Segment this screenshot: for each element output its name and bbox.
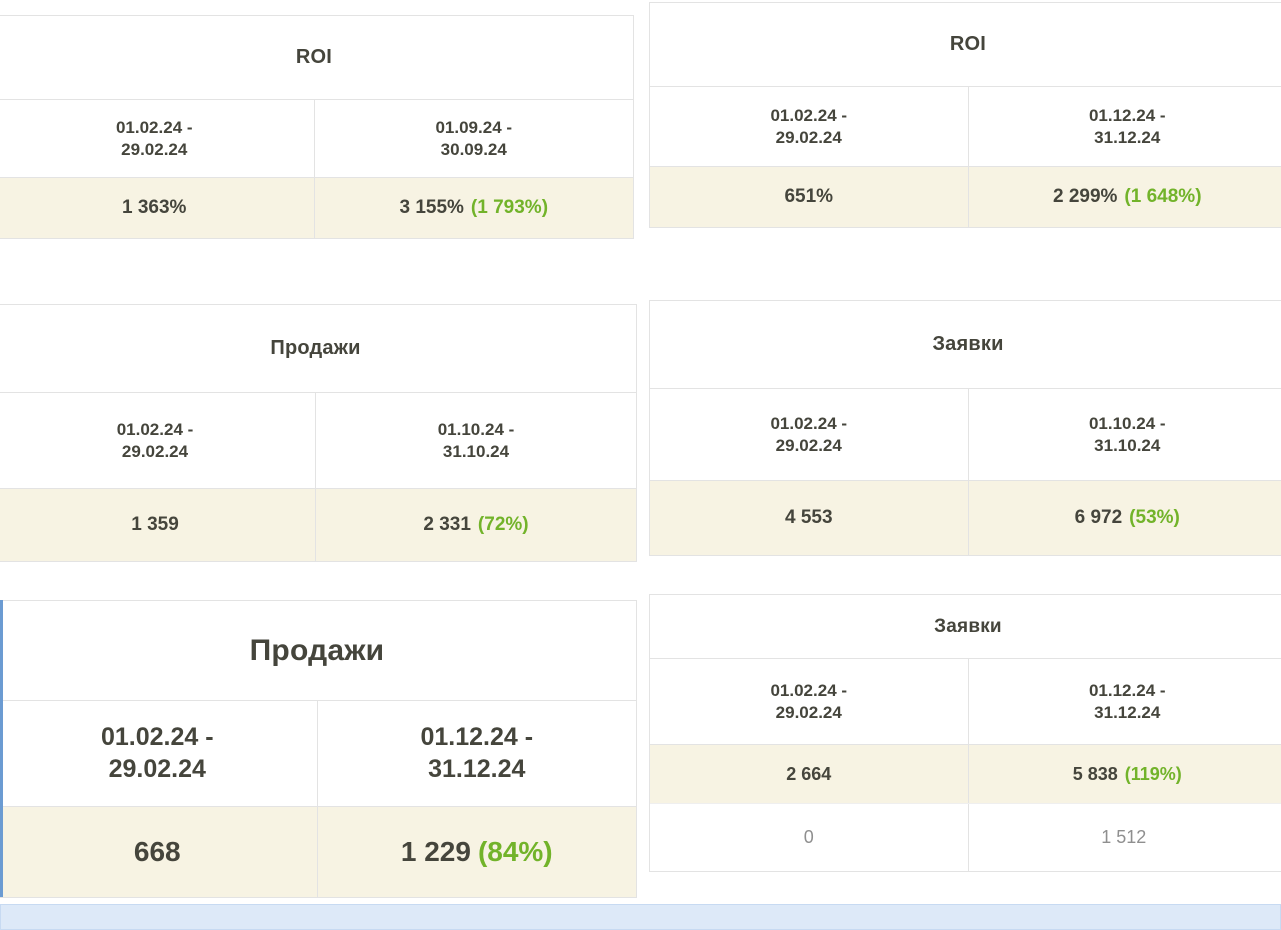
values-row: 2 664 5 838 (119%) [650,745,1281,803]
period-compare: 01.12.24 - 31.12.24 [967,87,1281,166]
periods-row: 01.02.24 - 29.02.24 01.10.24 - 31.10.24 [0,393,636,489]
value-compare: 1 512 [967,804,1281,871]
delta-badge: (1 648%) [1124,186,1202,207]
roi-card-sep: ROI 01.02.24 - 29.02.24 01.09.24 - 30.09… [0,15,634,239]
period-baseline: 01.02.24 - 29.02.24 [770,106,848,147]
period-compare: 01.12.24 - 31.12.24 [967,659,1281,744]
value-baseline: 1 363% [122,197,187,218]
value-compare: 2 331 (72%) [315,489,636,561]
compare-value: 1 229 [400,836,471,867]
values-row-secondary: 0 1 512 [650,803,1281,871]
period-baseline: 01.02.24 - 29.02.24 [116,420,194,461]
value-compare: 3 155% (1 793%) [313,178,634,238]
values-row: 4 553 6 972 (53%) [650,481,1281,555]
compare-value: 2 331 [423,514,471,535]
card-title: ROI [650,3,1281,87]
footer-scroll-strip[interactable] [0,904,1281,930]
value-compare: 1 229 (84%) [316,807,637,897]
value-compare: 6 972 (53%) [967,481,1281,555]
values-row: 668 1 229 (84%) [0,807,636,897]
value-baseline: 1 359 [131,514,179,535]
card-title: Продажи [0,305,636,393]
values-row: 1 363% 3 155% (1 793%) [0,178,633,238]
compare-value: 1 512 [1101,827,1147,847]
values-row: 651% 2 299% (1 648%) [650,167,1281,227]
periods-row: 01.02.24 - 29.02.24 01.10.24 - 31.10.24 [650,389,1281,481]
periods-row: 01.02.24 - 29.02.24 01.12.24 - 31.12.24 [650,659,1281,745]
compare-value: 2 299% [1052,186,1118,207]
card-title: Заявки [650,595,1281,659]
periods-row: 01.02.24 - 29.02.24 01.09.24 - 30.09.24 [0,100,633,178]
period-baseline: 01.02.24 - 29.02.24 [770,414,848,455]
sales-card-oct: Продажи 01.02.24 - 29.02.24 01.10.24 - 3… [0,304,637,562]
card-title: Продажи [0,601,636,701]
delta-badge: (119%) [1124,763,1182,784]
period-compare: 01.12.24 - 31.12.24 [316,701,637,806]
card-title: Заявки [650,301,1281,389]
period-baseline: 01.02.24 - 29.02.24 [100,723,214,783]
requests-card-dec: Заявки 01.02.24 - 29.02.24 01.12.24 - 31… [649,594,1281,872]
period-baseline: 01.02.24 - 29.02.24 [115,118,193,159]
values-row: 1 359 2 331 (72%) [0,489,636,561]
period-compare: 01.09.24 - 30.09.24 [313,100,634,177]
period-compare: 01.10.24 - 31.10.24 [967,389,1281,480]
value-baseline: 668 [133,836,181,867]
compare-value: 6 972 [1074,507,1123,528]
value-baseline: 651% [784,186,834,207]
value-baseline: 0 [803,827,814,847]
compare-value: 3 155% [399,197,464,218]
delta-badge: (72%) [477,514,529,535]
period-compare: 01.10.24 - 31.10.24 [315,393,636,488]
compare-value: 5 838 [1072,763,1118,784]
left-blue-edge [0,600,3,897]
delta-badge: (53%) [1129,507,1180,528]
delta-badge: (1 793%) [470,197,549,218]
roi-card-dec: ROI 01.02.24 - 29.02.24 01.12.24 - 31.12… [649,2,1281,228]
periods-row: 01.02.24 - 29.02.24 01.12.24 - 31.12.24 [0,701,636,807]
card-title: ROI [0,16,633,100]
value-baseline: 4 553 [784,507,833,528]
value-baseline: 2 664 [786,763,832,784]
period-baseline: 01.02.24 - 29.02.24 [770,681,848,722]
sales-card-dec: Продажи 01.02.24 - 29.02.24 01.12.24 - 3… [0,600,637,898]
value-compare: 2 299% (1 648%) [967,167,1281,227]
value-compare: 5 838 (119%) [967,745,1281,803]
periods-row: 01.02.24 - 29.02.24 01.12.24 - 31.12.24 [650,87,1281,167]
delta-badge: (84%) [477,836,553,867]
requests-card-oct: Заявки 01.02.24 - 29.02.24 01.10.24 - 31… [649,300,1281,556]
